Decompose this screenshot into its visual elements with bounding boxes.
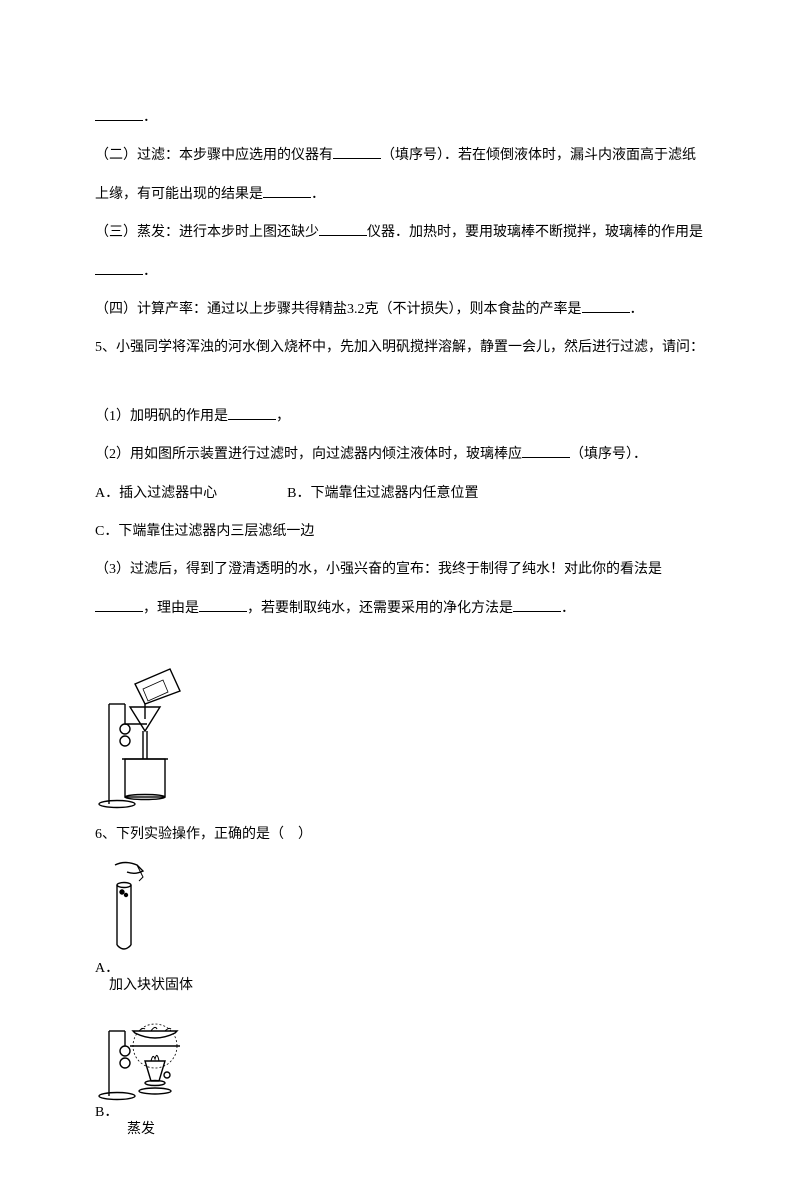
line-4: （三）蒸发：进行本步时上图还缺少 仪器．加热时，要用玻璃棒不断搅拌，玻璃棒的作用是	[95, 215, 705, 251]
blank	[513, 598, 561, 612]
line-2: （二）过滤：本步骤中应选用的仪器有 （填序号）．若在倾倒液体时，漏斗内液面高于滤纸	[95, 138, 705, 174]
option-b-caption: 蒸发	[127, 1119, 705, 1141]
spacer	[95, 369, 705, 399]
q6: 6、下列实验操作，正确的是（ ）	[95, 817, 705, 853]
blank	[333, 145, 381, 159]
blank	[582, 299, 630, 313]
q5-opt-c: C．下端靠住过滤器内三层滤纸一边	[95, 514, 705, 550]
blank	[95, 107, 143, 121]
q5-3b: ，理由是 ，若要制取纯水，还需要采用的净化方法是 ．	[95, 591, 705, 627]
text: ，若要制取纯水，还需要采用的净化方法是	[247, 601, 513, 616]
text: ，	[276, 409, 290, 424]
text: （填序号）．若在倾倒液体时，漏斗内液面高于滤纸	[381, 148, 696, 163]
text: ．	[630, 302, 644, 317]
text: ，理由是	[143, 601, 199, 616]
option-b-diagram	[95, 1001, 705, 1101]
line-6: （四）计算产率：通过以上步骤共得精盐3.2克（不计损失），则本食盐的产率是 ．	[95, 292, 705, 328]
blank	[263, 184, 311, 198]
text: （填序号）．	[570, 447, 647, 462]
text: 6、下列实验操作，正确的是（ ）	[95, 827, 312, 842]
blank	[228, 406, 276, 420]
q5-2: （2）用如图所示装置进行过滤时，向过滤器内倾注液体时，玻璃棒应 （填序号）．	[95, 437, 705, 473]
text: （3）过滤后，得到了澄清透明的水，小强兴奋的宣布：我终于制得了纯水！对此你的看法…	[95, 562, 662, 577]
line-blank-end: ．	[95, 100, 705, 136]
text: （三）蒸发：进行本步时上图还缺少	[95, 225, 319, 240]
q5-opts-ab: A．插入过滤器中心 B．下端靠住过滤器内任意位置	[95, 476, 705, 512]
blank	[95, 261, 143, 275]
option-a-diagram	[95, 857, 705, 957]
blank	[95, 598, 143, 612]
text: 仪器．加热时，要用玻璃棒不断搅拌，玻璃棒的作用是	[367, 225, 703, 240]
text: ．	[561, 601, 575, 616]
text: 5、小强同学将浑浊的河水倒入烧杯中，先加入明矾搅拌溶解，静置一会儿，然后进行过滤…	[95, 340, 704, 355]
text: （二）过滤：本步骤中应选用的仪器有	[95, 148, 333, 163]
line-5: ．	[95, 254, 705, 290]
text: ．	[143, 264, 157, 279]
text: （2）用如图所示装置进行过滤时，向过滤器内倾注液体时，玻璃棒应	[95, 447, 522, 462]
text: A．插入过滤器中心 B．下端靠住过滤器内任意位置	[95, 486, 478, 501]
filter-diagram	[95, 649, 705, 809]
option-b-label: B．	[95, 1103, 118, 1123]
blank	[199, 598, 247, 612]
q5-1: （1）加明矾的作用是 ，	[95, 399, 705, 435]
text: 上缘，有可能出现的结果是	[95, 187, 263, 202]
line-3: 上缘，有可能出现的结果是 ．	[95, 177, 705, 213]
text: ．	[311, 187, 325, 202]
text: C．下端靠住过滤器内三层滤纸一边	[95, 524, 314, 539]
text: ．	[143, 110, 157, 125]
text: （1）加明矾的作用是	[95, 409, 228, 424]
text: （四）计算产率：通过以上步骤共得精盐3.2克（不计损失），则本食盐的产率是	[95, 302, 582, 317]
blank	[522, 444, 570, 458]
q5-3a: （3）过滤后，得到了澄清透明的水，小强兴奋的宣布：我终于制得了纯水！对此你的看法…	[95, 552, 705, 588]
blank	[319, 222, 367, 236]
option-a-caption: 加入块状固体	[109, 975, 705, 997]
q5: 5、小强同学将浑浊的河水倒入烧杯中，先加入明矾搅拌溶解，静置一会儿，然后进行过滤…	[95, 330, 705, 366]
